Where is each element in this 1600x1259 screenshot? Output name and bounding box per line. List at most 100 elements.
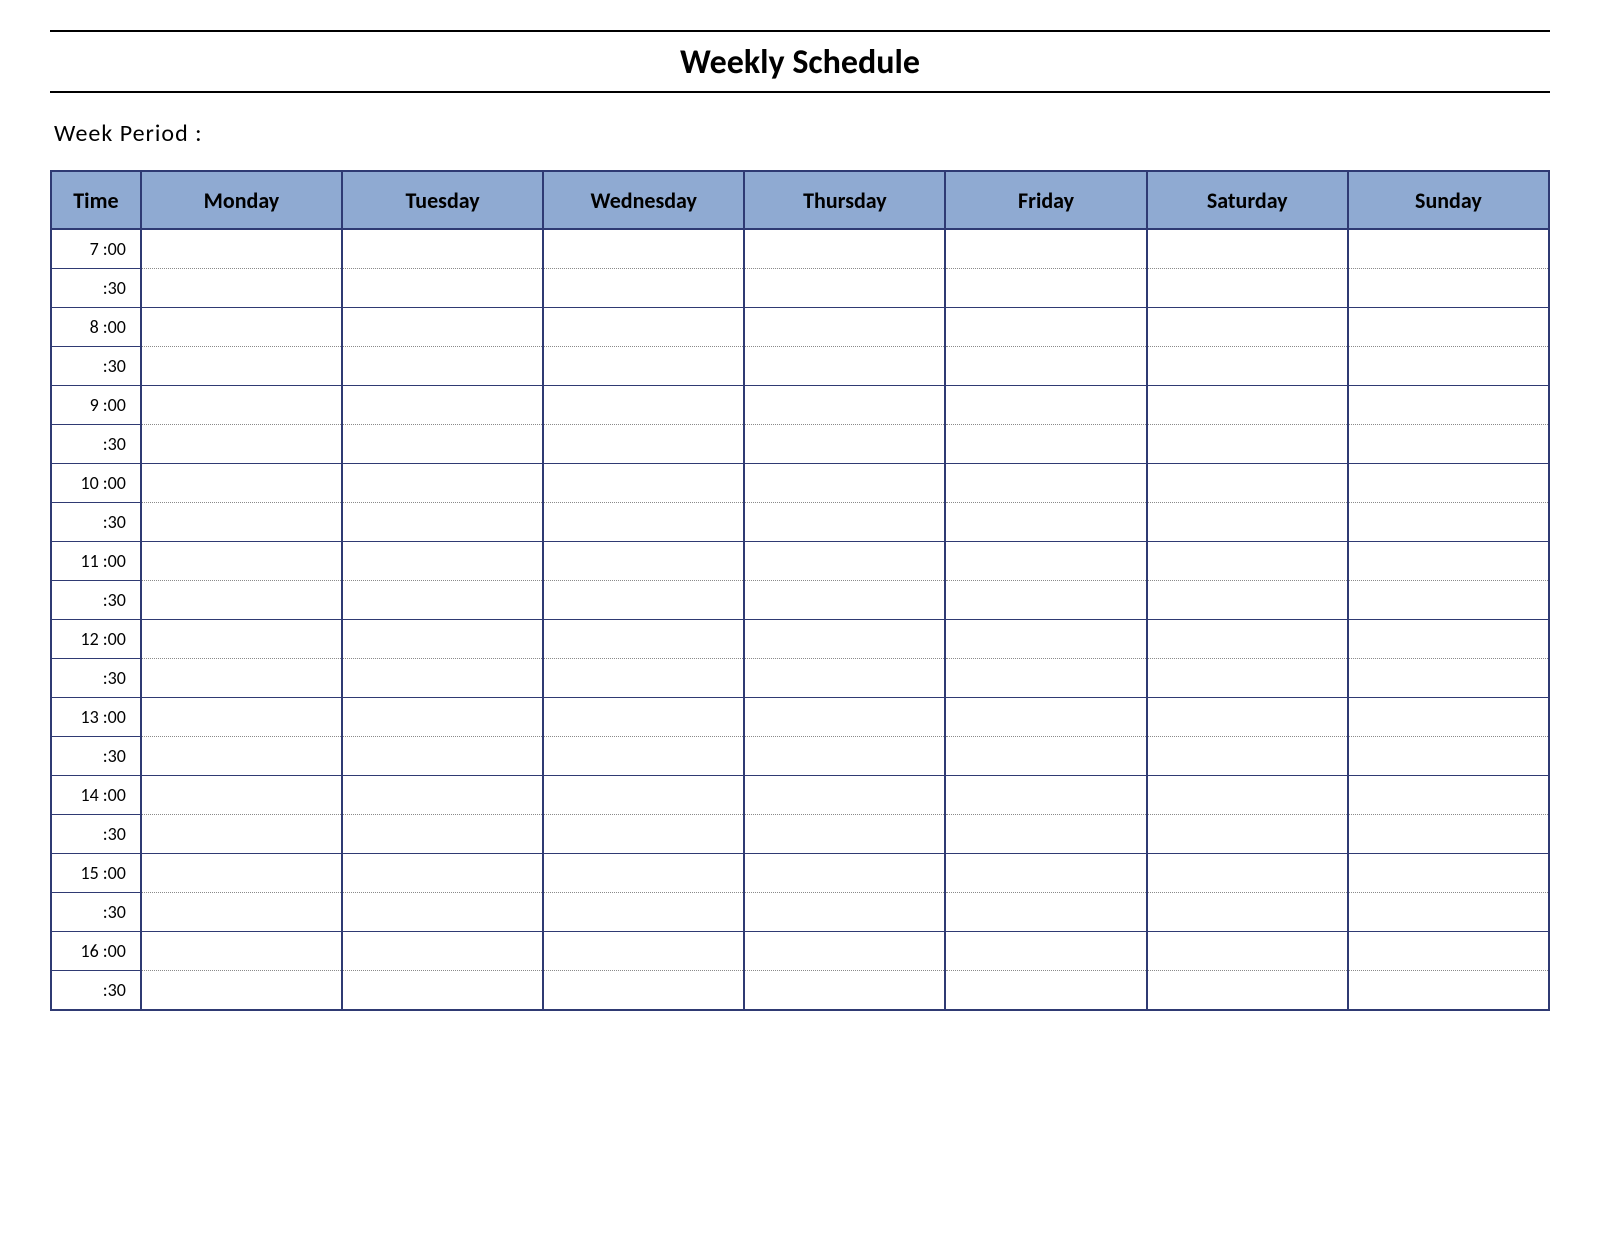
schedule-cell <box>543 854 744 893</box>
schedule-cell <box>141 464 342 503</box>
schedule-cell <box>1147 659 1348 698</box>
col-header-friday: Friday <box>945 171 1146 229</box>
schedule-cell <box>1147 581 1348 620</box>
schedule-cell <box>543 347 744 386</box>
time-cell: :30 <box>51 815 141 854</box>
table-row: 9 :00 <box>51 386 1549 425</box>
schedule-cell <box>1147 269 1348 308</box>
schedule-cell <box>1147 854 1348 893</box>
schedule-cell <box>141 308 342 347</box>
schedule-cell <box>342 737 543 776</box>
schedule-cell <box>945 776 1146 815</box>
schedule-cell <box>543 620 744 659</box>
schedule-cell <box>945 386 1146 425</box>
schedule-cell <box>342 971 543 1011</box>
page-title: Weekly Schedule <box>50 32 1550 91</box>
schedule-cell <box>342 659 543 698</box>
header-row: Time Monday Tuesday Wednesday Thursday F… <box>51 171 1549 229</box>
table-row: :30 <box>51 971 1549 1011</box>
col-header-tuesday: Tuesday <box>342 171 543 229</box>
schedule-cell <box>342 776 543 815</box>
schedule-cell <box>342 386 543 425</box>
table-row: 10 :00 <box>51 464 1549 503</box>
col-header-sunday: Sunday <box>1348 171 1549 229</box>
schedule-cell <box>945 308 1146 347</box>
time-cell: 14 :00 <box>51 776 141 815</box>
schedule-cell <box>945 581 1146 620</box>
schedule-cell <box>342 620 543 659</box>
time-cell: :30 <box>51 425 141 464</box>
schedule-cell <box>1348 542 1549 581</box>
schedule-cell <box>1147 776 1348 815</box>
schedule-cell <box>342 308 543 347</box>
time-cell: :30 <box>51 659 141 698</box>
schedule-cell <box>945 698 1146 737</box>
schedule-cell <box>1147 464 1348 503</box>
schedule-cell <box>1348 425 1549 464</box>
time-cell: 11 :00 <box>51 542 141 581</box>
schedule-cell <box>342 229 543 269</box>
schedule-cell <box>945 503 1146 542</box>
schedule-cell <box>945 269 1146 308</box>
schedule-cell <box>945 932 1146 971</box>
schedule-cell <box>945 893 1146 932</box>
schedule-cell <box>744 893 945 932</box>
schedule-cell <box>1147 347 1348 386</box>
schedule-cell <box>543 425 744 464</box>
schedule-cell <box>543 776 744 815</box>
schedule-cell <box>1348 815 1549 854</box>
schedule-cell <box>141 776 342 815</box>
schedule-cell <box>543 229 744 269</box>
schedule-cell <box>543 971 744 1011</box>
schedule-cell <box>141 581 342 620</box>
schedule-cell <box>141 659 342 698</box>
schedule-cell <box>342 581 543 620</box>
schedule-cell <box>543 932 744 971</box>
schedule-cell <box>744 737 945 776</box>
schedule-cell <box>141 893 342 932</box>
table-row: :30 <box>51 659 1549 698</box>
schedule-cell <box>141 503 342 542</box>
schedule-cell <box>744 503 945 542</box>
page: Weekly Schedule Week Period : Time Monda… <box>0 0 1600 1061</box>
schedule-cell <box>342 893 543 932</box>
table-row: 13 :00 <box>51 698 1549 737</box>
table-row: :30 <box>51 347 1549 386</box>
schedule-cell <box>141 347 342 386</box>
schedule-cell <box>744 269 945 308</box>
schedule-cell <box>744 229 945 269</box>
schedule-cell <box>744 581 945 620</box>
schedule-cell <box>141 229 342 269</box>
schedule-cell <box>945 737 1146 776</box>
col-header-thursday: Thursday <box>744 171 945 229</box>
schedule-cell <box>744 776 945 815</box>
schedule-cell <box>1348 698 1549 737</box>
schedule-cell <box>1348 464 1549 503</box>
col-header-wednesday: Wednesday <box>543 171 744 229</box>
time-cell: :30 <box>51 737 141 776</box>
schedule-cell <box>1147 932 1348 971</box>
schedule-cell <box>1348 776 1549 815</box>
schedule-cell <box>744 620 945 659</box>
table-row: :30 <box>51 581 1549 620</box>
schedule-cell <box>141 386 342 425</box>
schedule-cell <box>744 698 945 737</box>
time-cell: 10 :00 <box>51 464 141 503</box>
schedule-cell <box>543 698 744 737</box>
schedule-cell <box>1348 386 1549 425</box>
schedule-cell <box>342 503 543 542</box>
schedule-cell <box>1147 503 1348 542</box>
schedule-cell <box>543 737 744 776</box>
schedule-cell <box>342 932 543 971</box>
schedule-cell <box>744 347 945 386</box>
schedule-cell <box>342 854 543 893</box>
schedule-cell <box>543 542 744 581</box>
schedule-cell <box>141 698 342 737</box>
schedule-table: Time Monday Tuesday Wednesday Thursday F… <box>50 170 1550 1011</box>
schedule-cell <box>141 425 342 464</box>
schedule-cell <box>543 581 744 620</box>
col-header-time: Time <box>51 171 141 229</box>
schedule-cell <box>1348 659 1549 698</box>
schedule-cell <box>1348 229 1549 269</box>
schedule-cell <box>1348 503 1549 542</box>
